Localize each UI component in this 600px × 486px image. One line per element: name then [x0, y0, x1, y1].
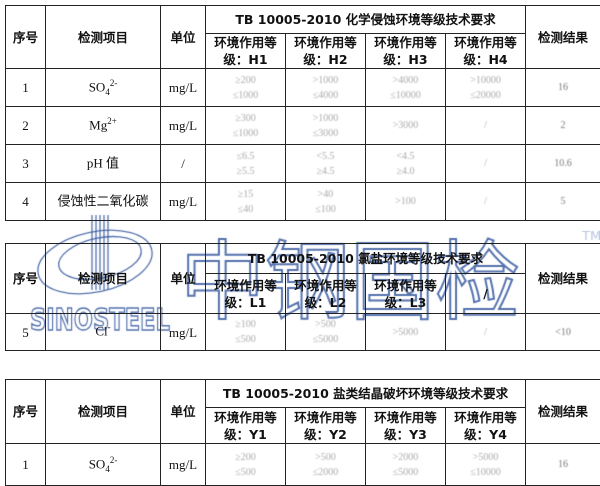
level-header: 环境作用等级：H4 — [444, 33, 527, 69]
level-header: 环境作用等级：Y3 — [365, 407, 446, 444]
header-unit: 单位 — [160, 243, 206, 314]
limit-cell: / — [444, 144, 527, 183]
level-header: 环境作用等级：H1 — [205, 33, 286, 69]
header-seq: 序号 — [5, 379, 46, 444]
table-title: TB 10005-2010 盐类结晶破坏环境等级技术要求 — [204, 379, 527, 408]
level-header: 环境作用等级：Y4 — [444, 407, 527, 444]
row-item: pH 值 — [45, 144, 161, 183]
header-result: 检测结果 — [525, 379, 600, 444]
result-cell: 5 — [525, 182, 600, 221]
limit-cell: >100 — [365, 182, 446, 221]
limit-cell: >4000 ≤10000 — [365, 68, 446, 107]
limit-cell: ≥200 ≤500 — [205, 443, 286, 486]
limit-cell: ≤6.5 ≥5.5 — [205, 144, 286, 183]
header-item: 检测项目 — [45, 5, 161, 69]
table-title: TB 10005-2010 氯盐环境等级技术要求 — [204, 243, 527, 274]
row-no: 1 — [5, 443, 46, 486]
result-cell: 16 — [525, 68, 600, 107]
limit-cell: <5.5 ≥4.5 — [285, 144, 366, 183]
row-unit: mg/L — [160, 313, 206, 351]
row-item: Cl- — [45, 313, 161, 351]
level-header: 环境作用等级：H3 — [365, 33, 446, 69]
limit-cell: >3000 — [365, 106, 446, 145]
table-row: 2 Mg2+ mg/L ≥300 ≤1000 >1000 ≤3000 >3000/2 — [5, 106, 600, 145]
limit-cell: / — [444, 182, 527, 221]
limit-cell: >1000 ≤4000 — [285, 68, 366, 107]
row-item: SO42- — [45, 443, 161, 486]
row-no: 1 — [5, 68, 46, 107]
row-unit: mg/L — [160, 106, 206, 145]
row-no: 4 — [5, 182, 46, 221]
limit-cell: >5000 — [365, 313, 446, 351]
result-cell: 2 — [525, 106, 600, 145]
result-cell: <10 — [525, 313, 600, 351]
row-item: SO42- — [45, 68, 161, 107]
limit-cell: >10000 ≤20000 — [444, 68, 527, 107]
header-unit: 单位 — [160, 5, 206, 69]
limit-cell: >5000 ≤10000 — [444, 443, 527, 486]
table-title: TB 10005-2010 化学侵蚀环境等级技术要求 — [204, 5, 527, 34]
header-seq: 序号 — [5, 243, 46, 314]
limit-cell: <4.5 ≥4.0 — [365, 144, 446, 183]
level-header: / — [444, 273, 527, 314]
limit-cell: >1000 ≤3000 — [285, 106, 366, 145]
table-row: 1 SO42- mg/L ≥200 ≤1000 >1000 ≤4000 >4000 ≤10000… — [5, 68, 600, 107]
table-row: 4 侵蚀性二氧化碳 mg/L ≥15 ≤40 >40 ≤100 >100/5 — [5, 182, 600, 221]
row-unit: / — [160, 144, 206, 183]
limit-cell: ≥200 ≤1000 — [205, 68, 286, 107]
chemical-erosion-table: 序号 检测项目 单位 TB 10005-2010 化学侵蚀环境等级技术要求 检测结果 环境… — [5, 5, 600, 221]
table-row: 5 Cl-mg/L ≥100 ≤500 >500 ≤5000 >5000/<10 — [5, 313, 600, 351]
level-header: 环境作用等级：Y1 — [205, 407, 286, 444]
header-result: 检测结果 — [525, 243, 600, 314]
header-seq: 序号 — [5, 5, 46, 69]
limit-cell: ≥300 ≤1000 — [205, 106, 286, 145]
header-result: 检测结果 — [525, 5, 600, 69]
row-unit: mg/L — [160, 182, 206, 221]
header-item: 检测项目 — [45, 379, 161, 444]
limit-cell: >500 ≤5000 — [285, 313, 366, 351]
level-header: 环境作用等级：L1 — [205, 273, 286, 314]
row-no: 5 — [5, 313, 46, 351]
limit-cell: >500 ≤2000 — [285, 443, 366, 486]
limit-cell: >2000 ≤5000 — [365, 443, 446, 486]
row-no: 3 — [5, 144, 46, 183]
chloride-table: 序号 检测项目 单位 TB 10005-2010 氯盐环境等级技术要求 检测结果 环境作用… — [5, 243, 600, 351]
limit-cell: ≥15 ≤40 — [205, 182, 286, 221]
limit-cell: / — [444, 106, 527, 145]
limit-cell: ≥100 ≤500 — [205, 313, 286, 351]
limit-cell: / — [444, 313, 527, 351]
header-item: 检测项目 — [45, 243, 161, 314]
level-header: 环境作用等级：L3 — [365, 273, 446, 314]
result-cell: 16 — [525, 443, 600, 486]
limit-cell: >40 ≤100 — [285, 182, 366, 221]
row-item: 侵蚀性二氧化碳 — [45, 182, 161, 221]
row-item: Mg2+ — [45, 106, 161, 145]
row-unit: mg/L — [160, 68, 206, 107]
row-no: 2 — [5, 106, 46, 145]
result-cell: 10.6 — [525, 144, 600, 183]
row-unit: mg/L — [160, 443, 206, 486]
level-header: 环境作用等级：H2 — [285, 33, 366, 69]
table-row: 1 SO42- mg/L ≥200 ≤500 >500 ≤2000 >2000 ≤5000 >50… — [5, 443, 600, 486]
table-row: 3 pH 值 / ≤6.5 ≥5.5 <5.5 ≥4.5 <4.5 ≥4.0/10.6 — [5, 144, 600, 183]
level-header: 环境作用等级：L2 — [285, 273, 366, 314]
header-unit: 单位 — [160, 379, 206, 444]
salt-crystallization-table: 序号 检测项目 单位 TB 10005-2010 盐类结晶破坏环境等级技术要求 检测结果… — [5, 379, 600, 486]
level-header: 环境作用等级：Y2 — [285, 407, 366, 444]
